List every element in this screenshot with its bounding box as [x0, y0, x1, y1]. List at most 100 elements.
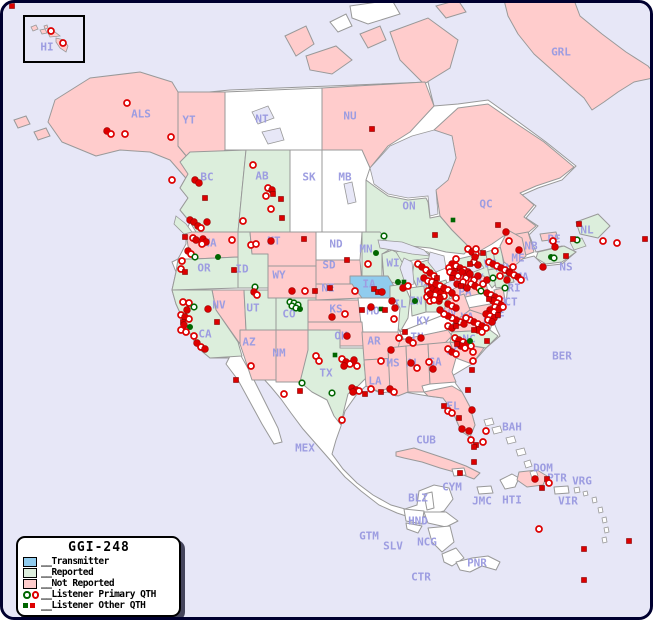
legend-label: __Not Reported: [41, 578, 115, 589]
marker-red-square: [344, 257, 350, 263]
label-ALS: ALS: [131, 108, 151, 121]
marker-green-ring: [191, 253, 199, 261]
label-GRL: GRL: [551, 46, 571, 59]
marker-red-dot: [502, 228, 510, 236]
legend-label: __Listener Other QTH: [41, 600, 146, 611]
marker-green-ring: [489, 274, 497, 282]
marker-red-square: [312, 288, 318, 294]
marker-red-square: [362, 391, 368, 397]
aleutian-island: [13, 115, 31, 129]
marker-red-ring: [549, 237, 557, 245]
marker-red-ring: [107, 130, 115, 138]
label-SK: SK: [302, 171, 316, 184]
hawaii-island: [43, 24, 49, 30]
legend-row-listener-primary: __Listener Primary QTH: [23, 589, 175, 600]
marker-red-square: [471, 327, 477, 333]
marker-red-square: [454, 341, 460, 347]
marker-red-dot: [436, 306, 444, 314]
legend-row-transmitter: __Transmitter: [23, 556, 175, 567]
marker-green-square: [332, 352, 338, 358]
marker-red-square: [359, 307, 365, 313]
label-MEX: MEX: [295, 442, 315, 455]
marker-red-square: [626, 538, 632, 544]
aleutian-island: [33, 127, 51, 141]
marker-red-dot: [429, 365, 437, 373]
marker-red-dot: [388, 297, 396, 305]
label-VIR: VIR: [558, 495, 578, 508]
label-LA: LA: [368, 375, 382, 388]
arctic-island: [284, 25, 315, 57]
marker-red-dot: [466, 270, 474, 278]
marker-red-ring: [413, 364, 421, 372]
label-VRG: VRG: [572, 475, 592, 488]
region-GTM: [403, 508, 425, 525]
antilles-island: [601, 516, 608, 524]
marker-red-dot: [203, 218, 211, 226]
legend-row-reported: __Reported: [23, 567, 175, 578]
marker-red-ring: [452, 294, 460, 302]
label-ID: ID: [235, 263, 249, 276]
virgin-island: [582, 490, 589, 497]
label-HND: HND: [408, 515, 428, 528]
bahama-island: [491, 425, 503, 435]
marker-green-ring: [298, 379, 306, 387]
marker-red-dot: [458, 268, 466, 276]
marker-red-ring: [315, 357, 323, 365]
marker-red-square: [457, 470, 463, 476]
marker-green-dot: [467, 338, 473, 344]
marker-red-ring: [472, 245, 480, 253]
marker-red-square: [484, 338, 490, 344]
marker-red-square: [581, 577, 587, 583]
marker-green-ring: [501, 284, 509, 292]
legend-label: __Listener Primary QTH: [41, 589, 156, 600]
red-ring-icon: [31, 590, 39, 599]
marker-red-ring: [448, 409, 456, 417]
label-HTI: HTI: [502, 494, 522, 507]
listener-primary-swatch: [23, 590, 40, 599]
north-america-map: ALSYTNTNUGRLBCABSKMBONQCNLNBPENSWAORIDMT…: [3, 3, 650, 617]
marker-red-ring: [367, 385, 375, 393]
marker-red-dot: [465, 427, 473, 435]
marker-red-ring: [252, 240, 260, 248]
marker-red-ring: [228, 236, 236, 244]
marker-red-square: [402, 329, 408, 335]
marker-red-dot: [426, 290, 434, 298]
marker-red-dot: [417, 334, 425, 342]
marker-red-square: [182, 269, 188, 275]
hawaii-island: [30, 24, 39, 32]
marker-red-ring: [482, 427, 490, 435]
label-CTR: CTR: [411, 571, 431, 584]
label-WI: WI: [386, 257, 399, 270]
marker-red-square: [453, 323, 459, 329]
marker-red-ring: [353, 362, 361, 370]
marker-red-square: [486, 296, 492, 302]
marker-red-square: [449, 275, 455, 281]
marker-red-square: [471, 459, 477, 465]
marker-red-square: [327, 285, 333, 291]
marker-red-ring: [467, 436, 475, 444]
marker-red-ring: [499, 303, 507, 311]
marker-red-ring: [452, 255, 460, 263]
marker-red-square: [469, 367, 475, 373]
listener-other-swatch: [23, 603, 40, 608]
marker-red-ring: [182, 328, 190, 336]
region-NS: [535, 245, 577, 265]
marker-red-ring: [338, 416, 346, 424]
marker-red-ring: [517, 276, 525, 284]
marker-red-dot: [488, 318, 496, 326]
label-CA: CA: [198, 328, 212, 341]
region-PTR: [553, 485, 570, 495]
marker-red-square: [434, 275, 440, 281]
marker-red-square: [233, 377, 239, 383]
label-DOM: DOM: [533, 462, 553, 475]
marker-red-ring: [469, 357, 477, 365]
marker-red-ring: [59, 39, 67, 47]
hudson-bay: [369, 129, 457, 217]
marker-red-square: [581, 546, 587, 552]
marker-red-ring: [390, 388, 398, 396]
marker-red-ring: [355, 387, 363, 395]
marker-red-dot: [204, 305, 212, 313]
marker-green-ring: [328, 389, 336, 397]
label-CUB: CUB: [416, 434, 436, 447]
marker-red-ring: [247, 362, 255, 370]
